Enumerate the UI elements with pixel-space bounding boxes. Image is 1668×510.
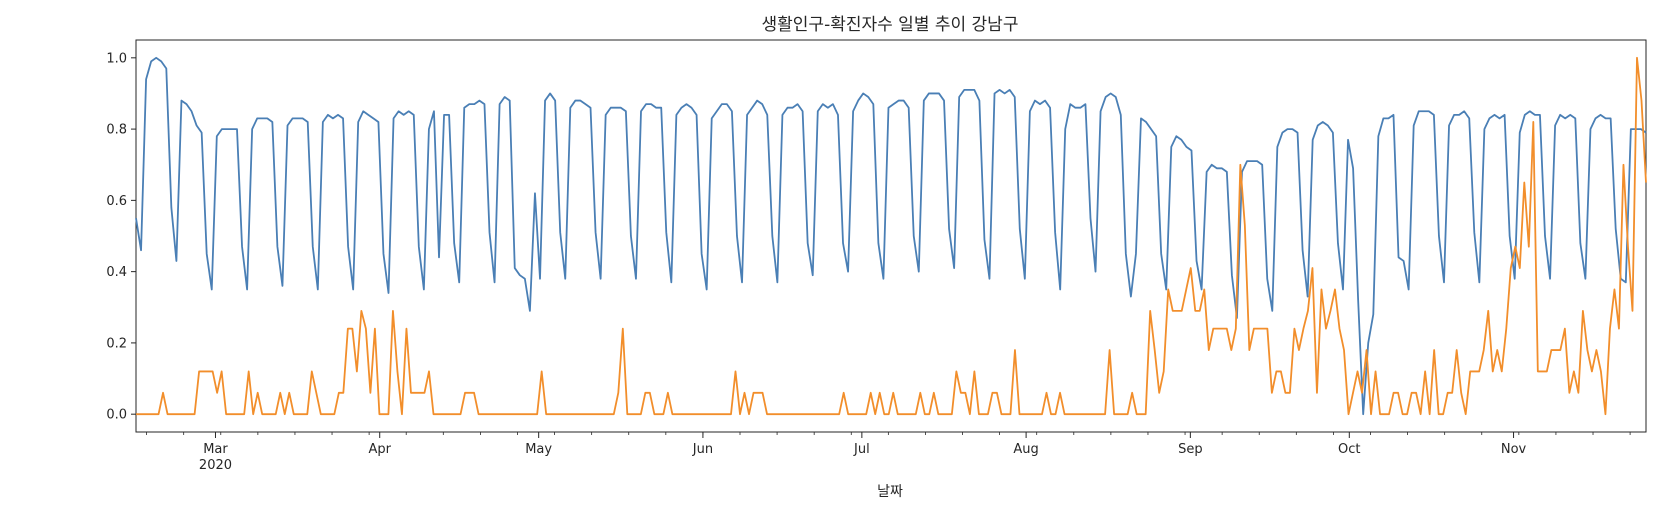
y-tick-label: 1.0 <box>106 51 127 66</box>
x-tick-sublabel: 2020 <box>199 458 232 473</box>
x-axis-label: 날짜 <box>877 484 903 500</box>
x-tick-label: Sep <box>1178 442 1203 457</box>
series-line-1 <box>135 56 1647 416</box>
x-tick-label: Mar <box>203 442 228 457</box>
y-tick-label: 0.0 <box>106 408 127 423</box>
y-tick-label: 0.6 <box>106 194 127 209</box>
x-tick-label: Oct <box>1338 442 1360 457</box>
x-tick-label: Aug <box>1013 442 1038 457</box>
y-tick-label: 0.4 <box>106 265 127 280</box>
x-tick-label: Apr <box>368 442 391 457</box>
x-tick-label: May <box>525 442 552 457</box>
y-tick-label: 0.8 <box>106 123 127 138</box>
x-tick-label: Jun <box>692 442 713 457</box>
y-axis: 0.0 0.2 0.4 0.6 0.8 1.0 <box>106 51 136 423</box>
x-tick-label: Nov <box>1501 442 1527 457</box>
chart-title: 생활인구-확진자수 일별 추이 강남구 <box>762 15 1019 35</box>
x-tick-label: Jul <box>853 442 870 457</box>
y-tick-label: 0.2 <box>106 336 127 351</box>
series-line-2 <box>136 56 1647 416</box>
plot-area <box>135 39 1647 433</box>
series-layer <box>135 56 1647 416</box>
